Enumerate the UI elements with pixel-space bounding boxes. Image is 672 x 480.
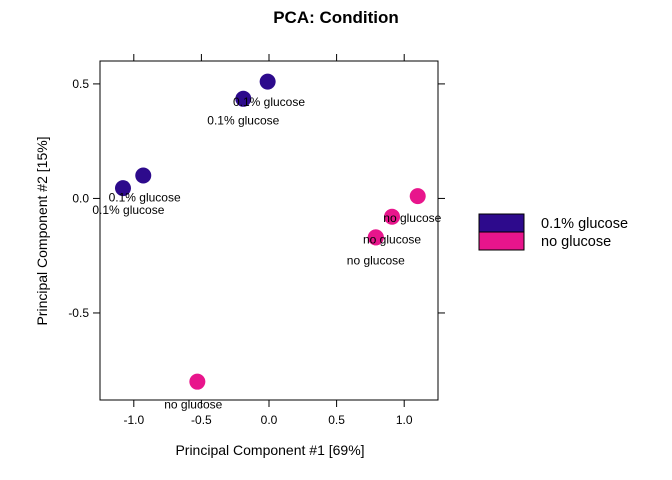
legend-swatch [478, 231, 525, 251]
legend-label: 0.1% glucose [541, 216, 628, 232]
axis-ticks: -1.0 -0.5 0.0 0.5 1.0 -0.5 0.0 0.5 [68, 54, 445, 427]
data-point [259, 73, 276, 90]
y-tick-label: -0.5 [68, 306, 89, 320]
point-label: 0.1% glucose [207, 114, 279, 128]
point-label: no glucose [383, 211, 441, 225]
x-tick-label: -1.0 [123, 413, 144, 427]
point-label: 0.1% glucose [233, 95, 305, 109]
point-label: no glucose [164, 398, 222, 412]
legend-swatch [478, 213, 525, 233]
data-point [367, 229, 384, 246]
x-axis-label: Principal Component #1 [69%] [175, 442, 364, 458]
x-tick-label: 1.0 [396, 413, 413, 427]
y-axis-label: Principal Component #2 [15%] [34, 136, 50, 325]
plot-frame [99, 60, 439, 401]
point-label: no glucose [347, 253, 405, 267]
chart-title: PCA: Condition [273, 8, 399, 27]
point-label: 0.1% glucose [92, 203, 164, 217]
x-tick-label: 0.0 [261, 413, 278, 427]
y-tick-label: 0.0 [72, 191, 89, 205]
data-point [384, 208, 401, 225]
data-point [114, 180, 131, 197]
y-tick-label: 0.5 [72, 77, 89, 91]
legend: 0.1% glucose no glucose [478, 213, 628, 251]
data-point [135, 167, 152, 184]
point-label: no glucose [363, 233, 421, 247]
x-tick-label: -0.5 [191, 413, 212, 427]
x-tick-label: 0.5 [328, 413, 345, 427]
data-point [189, 373, 206, 390]
data-points [114, 73, 426, 390]
legend-label: no glucose [541, 234, 611, 250]
data-point [409, 188, 426, 205]
data-point [235, 90, 252, 107]
point-label: 0.1% glucose [109, 190, 181, 204]
